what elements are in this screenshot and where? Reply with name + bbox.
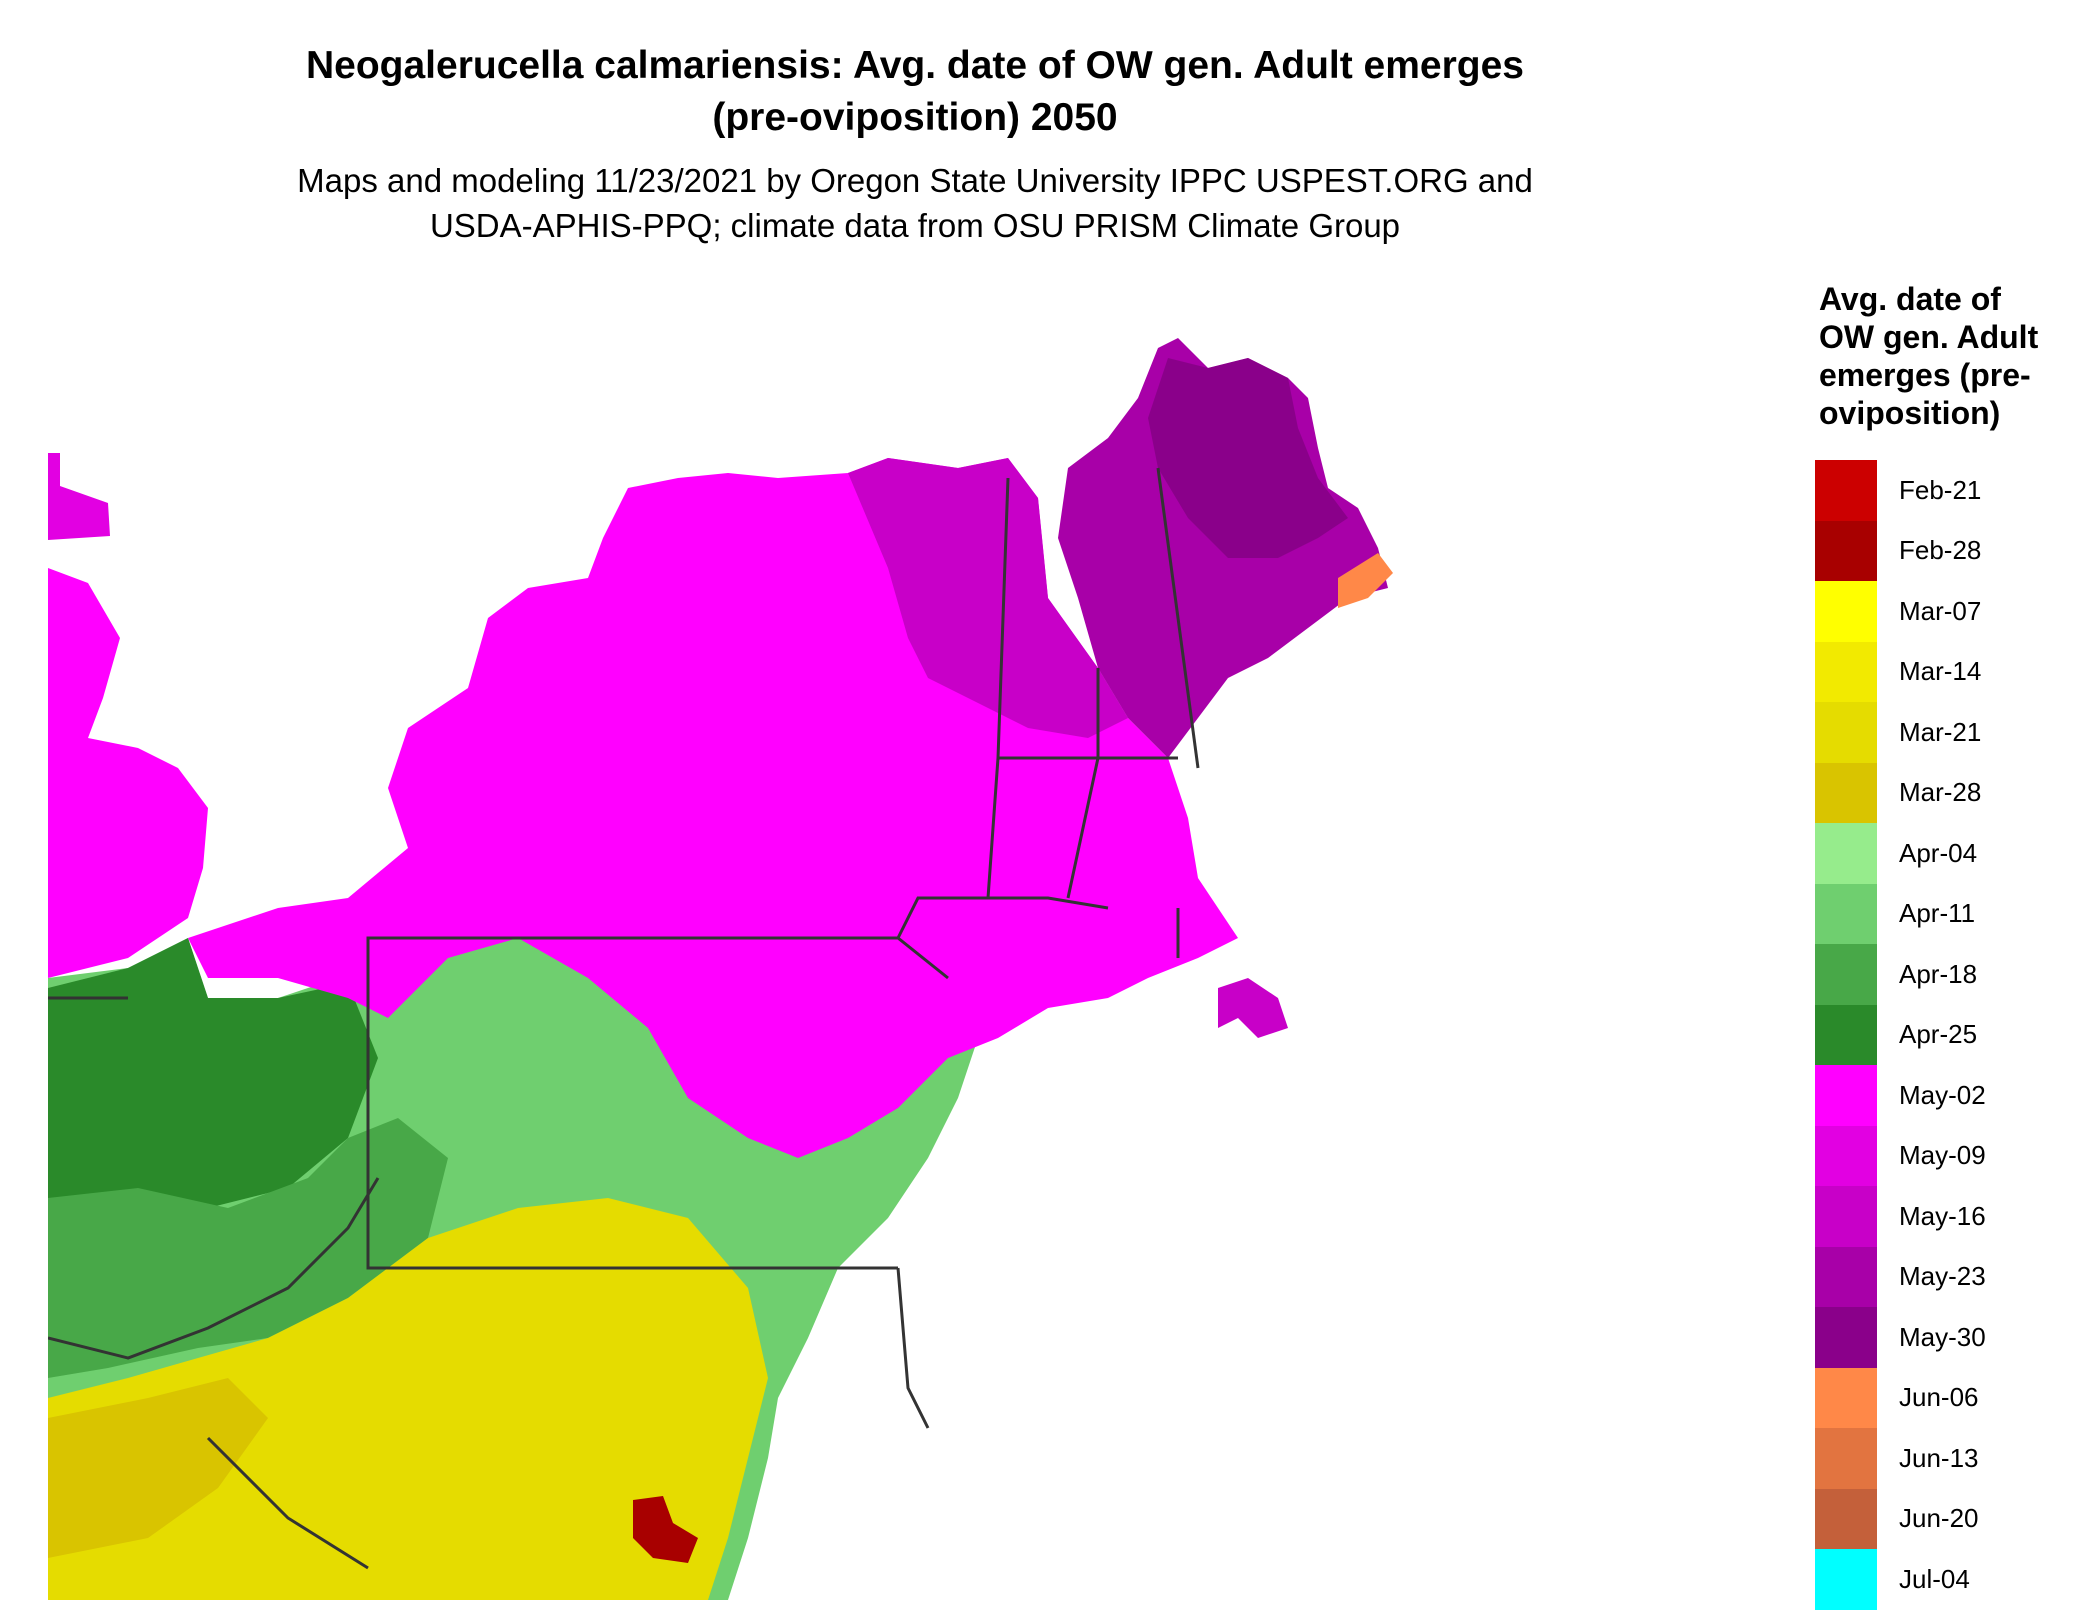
legend-item: Apr-11	[1815, 883, 2085, 944]
legend-swatch	[1815, 1428, 1877, 1489]
legend-swatch	[1815, 883, 1877, 944]
legend-swatch	[1815, 460, 1877, 521]
cape-cod	[1218, 978, 1288, 1038]
legend-title-line: Avg. date of	[1819, 281, 2001, 317]
legend-swatch	[1815, 1065, 1877, 1126]
legend-label: Mar-21	[1899, 716, 1982, 747]
legend-swatch	[1815, 762, 1877, 823]
legend-item: Jun-06	[1815, 1367, 2085, 1428]
map-subtitle-line-1: Maps and modeling 11/23/2021 by Oregon S…	[297, 162, 1533, 199]
legend-label: May-23	[1899, 1261, 1986, 1292]
legend-item: Jun-13	[1815, 1428, 2085, 1489]
legend-item: May-30	[1815, 1307, 2085, 1368]
legend-swatch	[1815, 1246, 1877, 1307]
legend-label: May-30	[1899, 1321, 1986, 1352]
legend-item: Mar-07	[1815, 581, 2085, 642]
legend-swatch	[1815, 944, 1877, 1005]
legend-title: Avg. date of OW gen. Adult emerges (pre-…	[1819, 280, 2085, 432]
michigan-lower-region	[48, 568, 208, 978]
legend-label: May-02	[1899, 1079, 1986, 1110]
legend-label: Jul-04	[1899, 1563, 1970, 1594]
legend-item: May-16	[1815, 1186, 2085, 1247]
coastal-red-spot	[633, 1496, 698, 1563]
map-subtitle: Maps and modeling 11/23/2021 by Oregon S…	[0, 158, 1830, 248]
legend-label: May-09	[1899, 1140, 1986, 1171]
legend-item: Jul-04	[1815, 1549, 2085, 1610]
legend-label: Apr-04	[1899, 837, 1978, 868]
maine-coast-orange	[1338, 553, 1393, 608]
legend-swatch	[1815, 1307, 1877, 1368]
legend-label: May-16	[1899, 1200, 1986, 1231]
legend-item: Mar-21	[1815, 702, 2085, 763]
legend-label: Mar-07	[1899, 595, 1982, 626]
legend-item: Apr-18	[1815, 944, 2085, 1005]
legend-label: Mar-28	[1899, 777, 1982, 808]
legend-item: May-09	[1815, 1125, 2085, 1186]
legend-swatch	[1815, 702, 1877, 763]
legend-swatch	[1815, 1186, 1877, 1247]
legend-item: Jun-20	[1815, 1488, 2085, 1549]
legend-item: Feb-21	[1815, 460, 2085, 521]
legend-label: Feb-21	[1899, 474, 1982, 505]
legend-label: Jun-20	[1899, 1503, 1979, 1534]
legend-item: Apr-25	[1815, 1004, 2085, 1065]
legend-swatch	[1815, 1488, 1877, 1549]
legend-item: Feb-28	[1815, 520, 2085, 581]
legend-label: Apr-25	[1899, 1019, 1978, 1050]
legend-swatch	[1815, 581, 1877, 642]
legend-items: Feb-21 Feb-28 Mar-07 Mar-14 Mar-21 Mar-28 Apr-…	[1815, 460, 2085, 1610]
legend-item: May-02	[1815, 1065, 2085, 1126]
legend-item: May-23	[1815, 1246, 2085, 1307]
legend-title-line: OW gen. Adult	[1819, 319, 2039, 355]
legend-title-line: oviposition)	[1819, 395, 2001, 431]
legend-item: Mar-14	[1815, 641, 2085, 702]
state-boundaries	[48, 467, 1200, 1570]
legend-swatch	[1815, 1125, 1877, 1186]
map-title-line-2: (pre-oviposition) 2050	[712, 96, 1118, 139]
legend-title-line: emerges (pre-	[1819, 357, 2031, 393]
maine-north-darker	[1148, 358, 1348, 558]
map-title-line-1: Neogalerucella calmariensis: Avg. date o…	[305, 44, 1524, 87]
new-england-interior	[848, 458, 1128, 738]
map-subtitle-line-2: USDA-APHIS-PPQ; climate data from OSU PR…	[429, 207, 1401, 244]
legend-swatch	[1815, 823, 1877, 884]
legend-label: Jun-13	[1899, 1442, 1979, 1473]
color-legend: Avg. date of OW gen. Adult emerges (pre-…	[1815, 280, 2085, 1610]
legend-label: Apr-11	[1899, 898, 1976, 929]
ohio-valley-green-band	[48, 938, 378, 1218]
legend-label: Mar-14	[1899, 656, 1982, 687]
michigan-upper-region	[48, 453, 110, 540]
legend-swatch	[1815, 520, 1877, 581]
northeast-us-map	[48, 338, 1393, 1600]
virginia-yellow-region	[48, 1198, 768, 1600]
west-virginia-band	[48, 1118, 448, 1378]
legend-swatch	[1815, 1004, 1877, 1065]
virginia-dark-yellow	[48, 1378, 268, 1558]
legend-label: Feb-28	[1899, 535, 1982, 566]
legend-label: Apr-18	[1899, 958, 1978, 989]
legend-item: Mar-28	[1815, 762, 2085, 823]
legend-label: Jun-06	[1899, 1382, 1979, 1413]
legend-swatch	[1815, 1367, 1877, 1428]
legend-swatch	[1815, 1549, 1877, 1610]
legend-swatch	[1815, 641, 1877, 702]
legend-item: Apr-04	[1815, 823, 2085, 884]
map-title: Neogalerucella calmariensis: Avg. date o…	[0, 40, 1830, 144]
